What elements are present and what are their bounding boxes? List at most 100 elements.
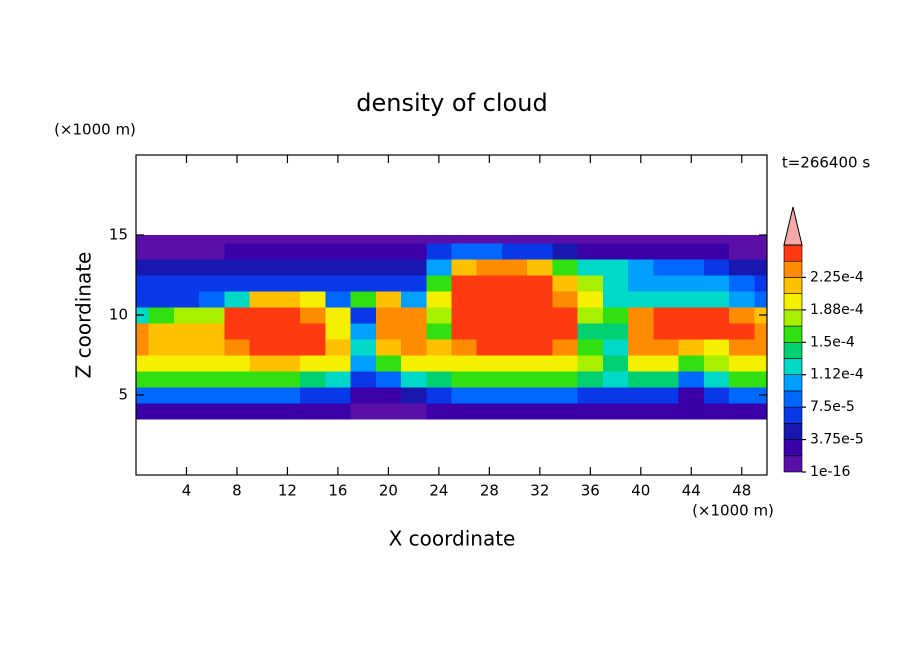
contour-cell — [602, 291, 629, 308]
contour-cell — [426, 235, 453, 244]
contour-cell — [451, 259, 478, 276]
contour-cell — [527, 259, 554, 276]
contour-cell — [451, 243, 478, 260]
contour-cell — [476, 339, 503, 356]
contour-cell — [527, 323, 554, 340]
contour-cell — [199, 275, 225, 292]
contour-cell — [552, 259, 579, 276]
contour-cell — [703, 403, 730, 420]
contour-cell — [552, 243, 579, 260]
contour-cell — [173, 387, 200, 404]
contour-cell — [224, 259, 251, 276]
contour-cell — [628, 355, 655, 372]
contour-cell — [628, 403, 655, 420]
contour-cell — [300, 275, 326, 292]
y-axis-title: Z coordinate — [72, 252, 96, 379]
contour-cell — [678, 371, 705, 388]
contour-cell — [199, 243, 225, 260]
contour-cell — [729, 323, 755, 340]
contour-cell — [678, 339, 705, 356]
contour-cell — [148, 243, 175, 260]
contour-cell — [703, 291, 730, 308]
contour-cell — [602, 339, 629, 356]
contour-cell — [148, 307, 175, 324]
contour-cell — [754, 275, 767, 292]
contour-cell — [653, 387, 680, 404]
contour-cell — [173, 235, 200, 244]
contour-cell — [678, 259, 705, 276]
contour-cell — [703, 275, 730, 292]
contour-cell — [678, 291, 705, 308]
contour-cell — [678, 323, 705, 340]
contour-cell — [274, 275, 301, 292]
contour-cell — [754, 355, 767, 372]
contour-cell — [628, 371, 655, 388]
contour-cell — [653, 339, 680, 356]
contour-cell — [577, 355, 604, 372]
contour-cell — [426, 259, 453, 276]
contour-cell — [678, 403, 705, 420]
contour-cell — [249, 235, 276, 244]
contour-cell — [375, 371, 402, 388]
contour-cell — [401, 371, 427, 388]
contour-cell — [577, 275, 604, 292]
contour-cell — [653, 259, 680, 276]
contour-cell — [754, 259, 767, 276]
contour-cell — [552, 339, 579, 356]
contour-cell — [653, 323, 680, 340]
contour-cell — [401, 235, 427, 244]
contour-cell — [476, 387, 503, 404]
contour-cell — [325, 403, 352, 420]
contour-cell — [136, 339, 150, 356]
contour-cell — [602, 403, 629, 420]
contour-cell — [577, 403, 604, 420]
contour-cell — [249, 403, 276, 420]
contour-cell — [426, 387, 453, 404]
contour-cell — [501, 307, 528, 324]
contour-cell — [451, 371, 478, 388]
contour-cell — [148, 235, 175, 244]
contour-cell — [527, 387, 554, 404]
contour-cell — [325, 243, 352, 260]
x-tick-label: 40 — [631, 482, 650, 500]
contour-cell — [501, 243, 528, 260]
contour-cell — [653, 235, 680, 244]
contour-cell — [249, 371, 276, 388]
colorbar-extend — [783, 206, 803, 246]
contour-cell — [249, 339, 276, 356]
x-tick-label: 44 — [682, 482, 701, 500]
time-label: t=266400 s — [782, 154, 870, 172]
contour-cell — [451, 355, 478, 372]
contour-cell — [375, 403, 402, 420]
contour-cell — [224, 355, 251, 372]
contour-cell — [274, 259, 301, 276]
contour-cell — [476, 291, 503, 308]
contour-cell — [602, 235, 629, 244]
contour-cell — [703, 371, 730, 388]
contour-cell — [476, 235, 503, 244]
contour-cell — [274, 387, 301, 404]
contour-cell — [224, 291, 251, 308]
contour-cell — [199, 339, 225, 356]
contour-cell — [274, 307, 301, 324]
contour-cell — [224, 243, 251, 260]
contour-cell — [552, 371, 579, 388]
contour-cell — [678, 243, 705, 260]
x-tick-label: 8 — [232, 482, 242, 500]
contour-cell — [527, 243, 554, 260]
contour-cell — [148, 387, 175, 404]
contour-cell — [148, 355, 175, 372]
contour-cell — [148, 291, 175, 308]
contour-cell — [653, 371, 680, 388]
contour-cell — [729, 387, 755, 404]
contour-cell — [577, 259, 604, 276]
colorbar-band — [783, 455, 803, 473]
contour-cell — [628, 275, 655, 292]
x-unit: (×1000 m) — [692, 502, 774, 520]
contour-cell — [476, 275, 503, 292]
colorbar-band — [783, 260, 803, 278]
contour-cell — [754, 291, 767, 308]
contour-cell — [136, 243, 150, 260]
contour-cell — [703, 243, 730, 260]
